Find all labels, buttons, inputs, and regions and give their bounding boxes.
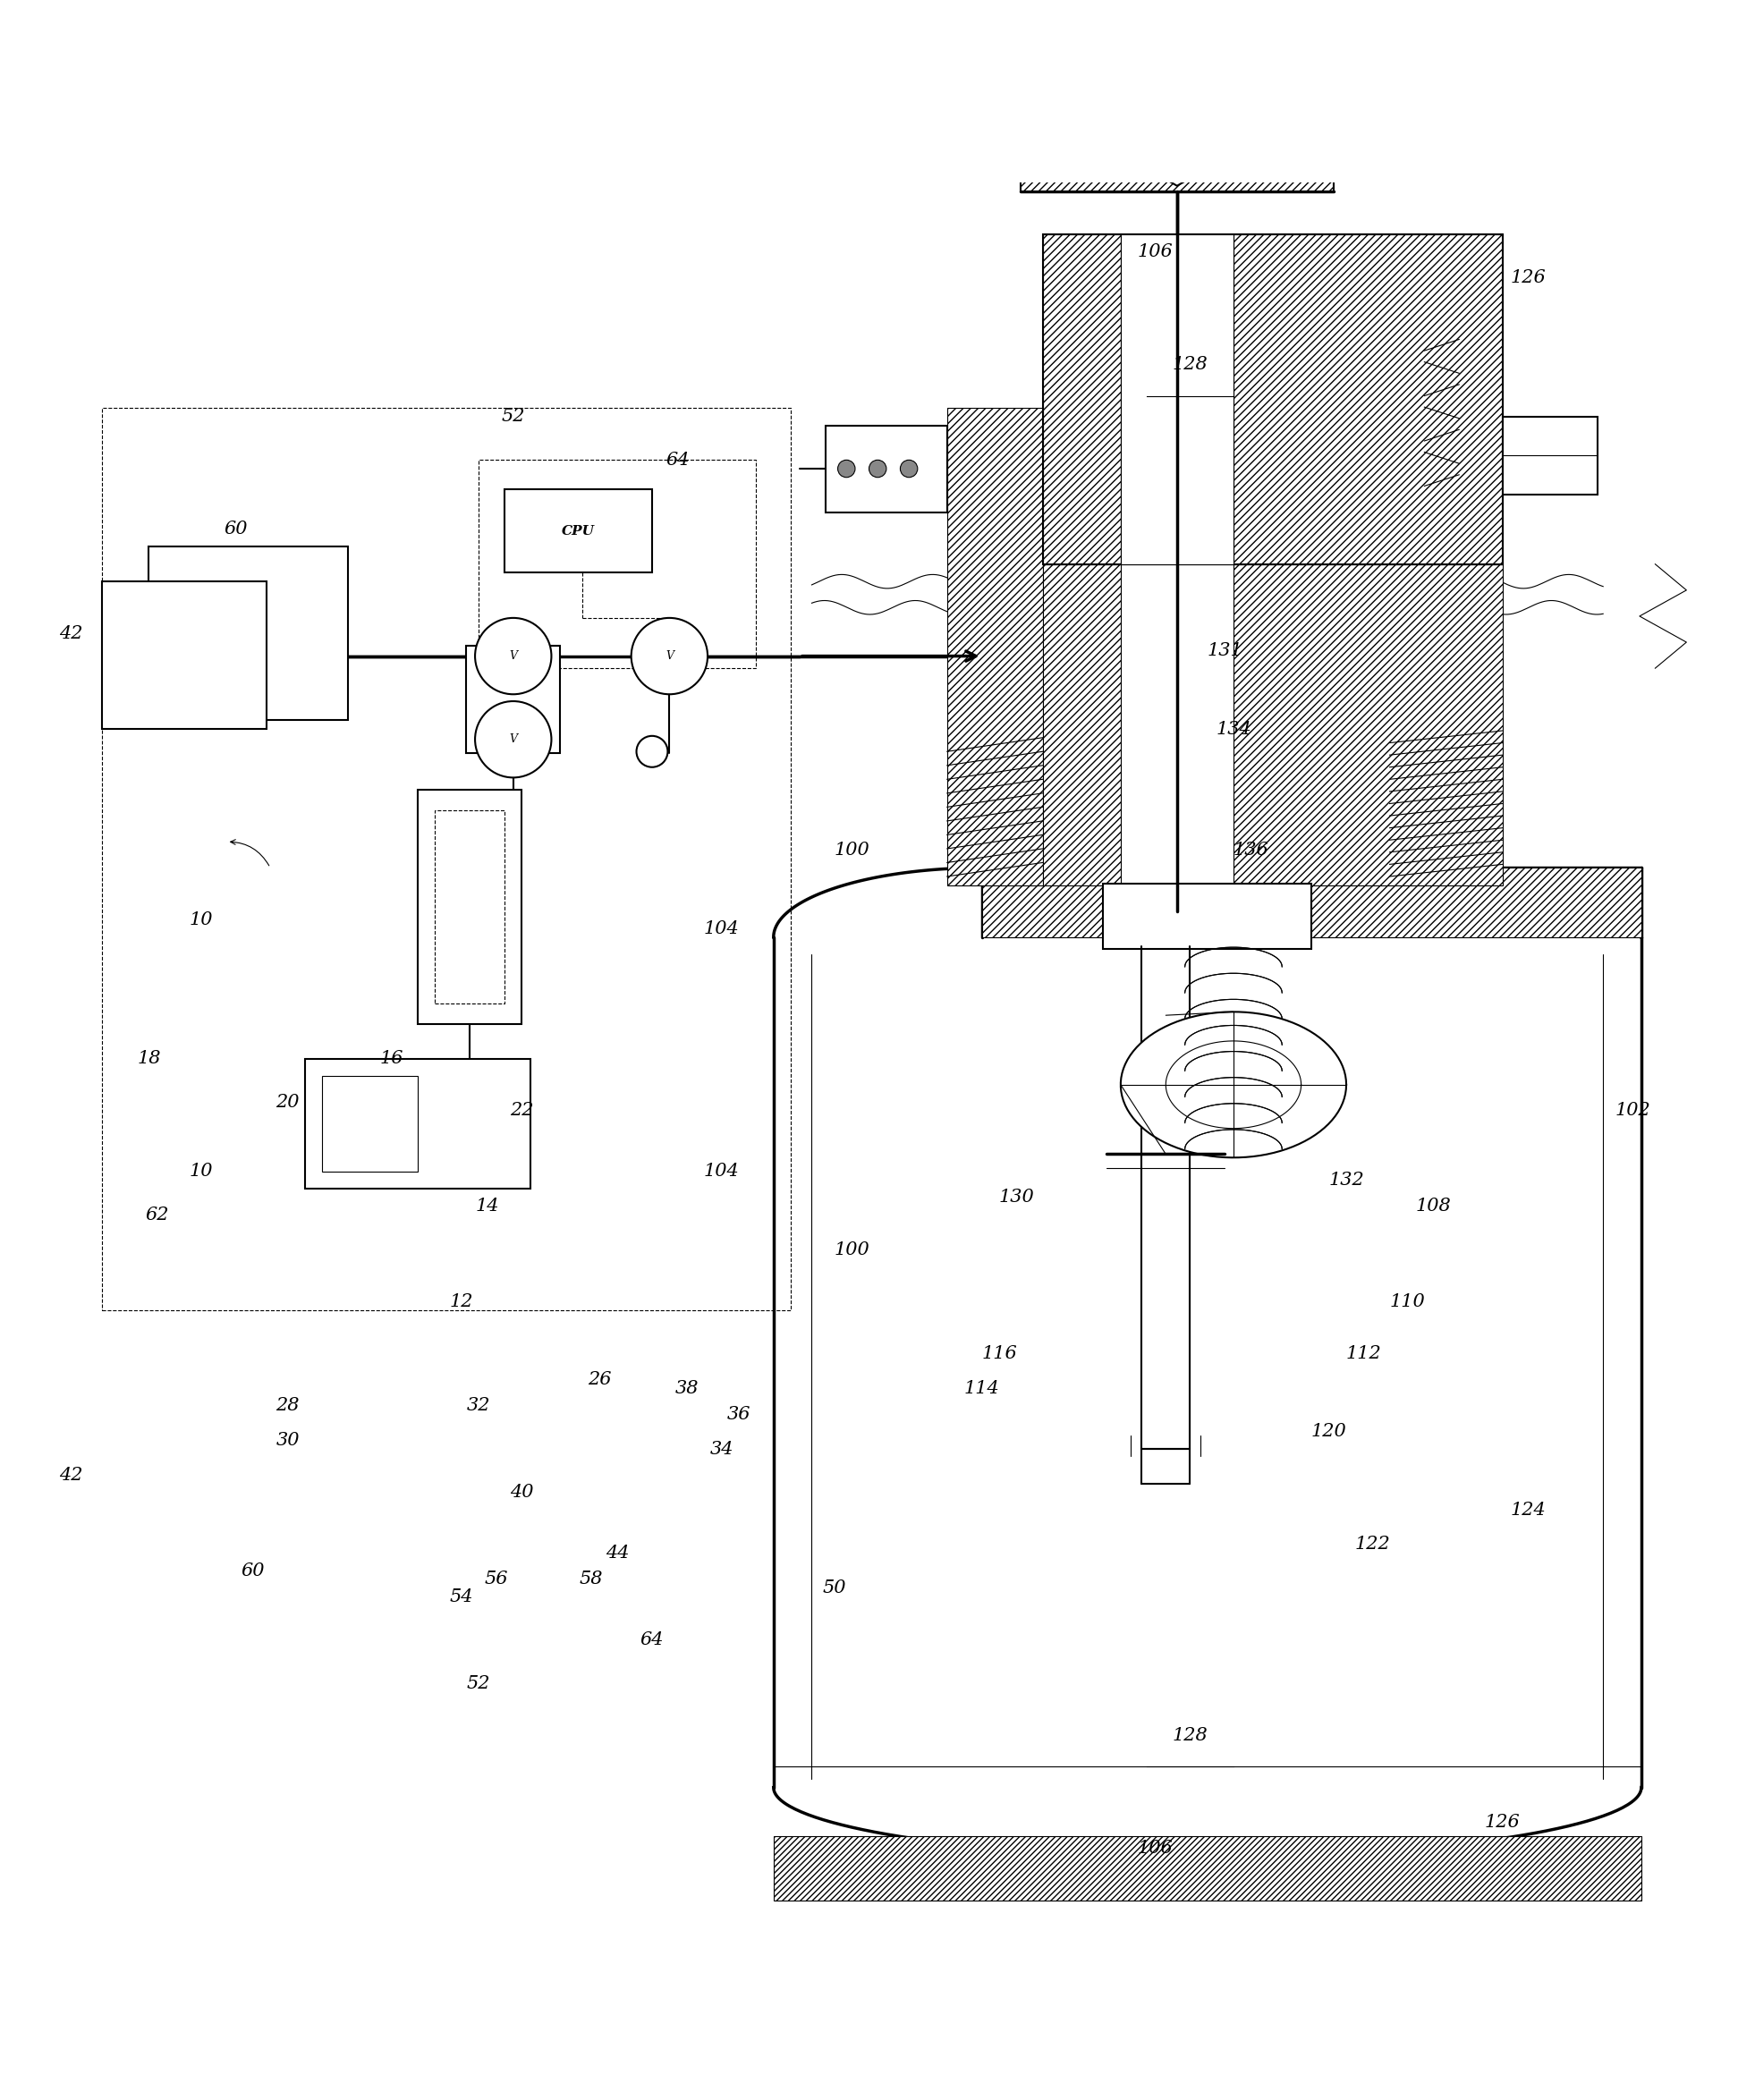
Text: 36: 36 <box>726 1405 751 1424</box>
Text: 32: 32 <box>468 1396 490 1413</box>
Circle shape <box>636 735 667 766</box>
Text: 22: 22 <box>509 1102 534 1119</box>
Text: 56: 56 <box>483 1571 507 1588</box>
Text: 14: 14 <box>474 1197 499 1214</box>
Text: 112: 112 <box>1345 1346 1382 1363</box>
Text: 136: 136 <box>1232 842 1269 859</box>
Text: 110: 110 <box>1389 1294 1425 1310</box>
Text: 12: 12 <box>450 1294 473 1310</box>
Text: 10: 10 <box>189 1163 212 1180</box>
Bar <box>149 546 348 720</box>
Text: 40: 40 <box>509 1485 534 1502</box>
Text: 20: 20 <box>276 1094 299 1111</box>
Text: 16: 16 <box>381 1050 403 1067</box>
Bar <box>434 811 504 1004</box>
Polygon shape <box>1109 29 1244 185</box>
Text: 124: 124 <box>1510 1502 1547 1518</box>
Text: 116: 116 <box>982 1346 1017 1363</box>
Text: 102: 102 <box>1615 1102 1651 1119</box>
Bar <box>417 790 521 1025</box>
Bar <box>1142 1155 1191 1449</box>
Text: 130: 130 <box>999 1189 1034 1205</box>
Bar <box>1121 235 1234 565</box>
Bar <box>1043 565 1502 884</box>
Text: 126: 126 <box>1484 1814 1521 1831</box>
Text: 54: 54 <box>450 1588 473 1604</box>
Text: 60: 60 <box>224 521 247 538</box>
Text: V: V <box>509 651 518 662</box>
Bar <box>504 489 652 573</box>
Bar <box>982 867 1641 937</box>
Text: 28: 28 <box>276 1396 299 1413</box>
Text: 132: 132 <box>1328 1172 1364 1189</box>
Text: 10: 10 <box>189 911 212 928</box>
Circle shape <box>631 617 707 695</box>
Circle shape <box>474 617 551 695</box>
Bar <box>466 645 560 754</box>
Text: 42: 42 <box>59 626 82 643</box>
Text: 104: 104 <box>704 920 739 937</box>
Text: 106: 106 <box>1138 1840 1173 1856</box>
Text: 122: 122 <box>1354 1535 1390 1554</box>
Bar <box>1121 235 1234 884</box>
Polygon shape <box>1121 1012 1347 1157</box>
Bar <box>478 460 756 668</box>
Text: 50: 50 <box>822 1579 846 1596</box>
Bar <box>322 1075 417 1172</box>
Bar <box>1104 884 1312 949</box>
Text: 58: 58 <box>579 1571 603 1588</box>
Text: 34: 34 <box>709 1441 733 1457</box>
Bar <box>103 582 266 729</box>
Text: 44: 44 <box>605 1546 629 1562</box>
Text: 52: 52 <box>501 407 525 424</box>
Text: 128: 128 <box>1173 357 1208 374</box>
Text: 62: 62 <box>146 1205 169 1224</box>
Bar <box>947 407 1043 884</box>
Text: 114: 114 <box>965 1380 999 1396</box>
Text: V: V <box>509 733 518 746</box>
Bar <box>773 1835 1641 1900</box>
Circle shape <box>900 460 918 477</box>
Text: 42: 42 <box>59 1466 82 1483</box>
Text: 104: 104 <box>704 1163 739 1180</box>
Bar <box>1020 139 1333 191</box>
Text: 120: 120 <box>1310 1424 1347 1441</box>
Text: 38: 38 <box>674 1380 699 1396</box>
Bar <box>304 1058 530 1189</box>
Bar <box>1502 416 1597 496</box>
Text: 52: 52 <box>468 1676 490 1693</box>
Text: 100: 100 <box>834 842 869 859</box>
Text: 30: 30 <box>276 1432 299 1449</box>
Text: 64: 64 <box>666 452 690 468</box>
Circle shape <box>838 460 855 477</box>
Bar <box>826 426 947 512</box>
Bar <box>1043 235 1502 565</box>
Text: 100: 100 <box>834 1241 869 1258</box>
Text: 131: 131 <box>1206 643 1243 659</box>
Text: CPU: CPU <box>561 525 594 538</box>
Circle shape <box>869 460 886 477</box>
Text: 134: 134 <box>1215 720 1251 737</box>
Bar <box>1043 235 1502 565</box>
Text: 108: 108 <box>1415 1197 1451 1214</box>
Text: V: V <box>666 651 673 662</box>
Text: 26: 26 <box>587 1371 612 1388</box>
Circle shape <box>474 701 551 777</box>
Text: 18: 18 <box>137 1050 160 1067</box>
Text: 106: 106 <box>1138 244 1173 260</box>
Text: 126: 126 <box>1510 269 1547 286</box>
Text: 64: 64 <box>640 1632 664 1648</box>
Bar <box>103 407 791 1310</box>
Text: 60: 60 <box>242 1562 264 1579</box>
Text: 128: 128 <box>1173 1726 1208 1743</box>
